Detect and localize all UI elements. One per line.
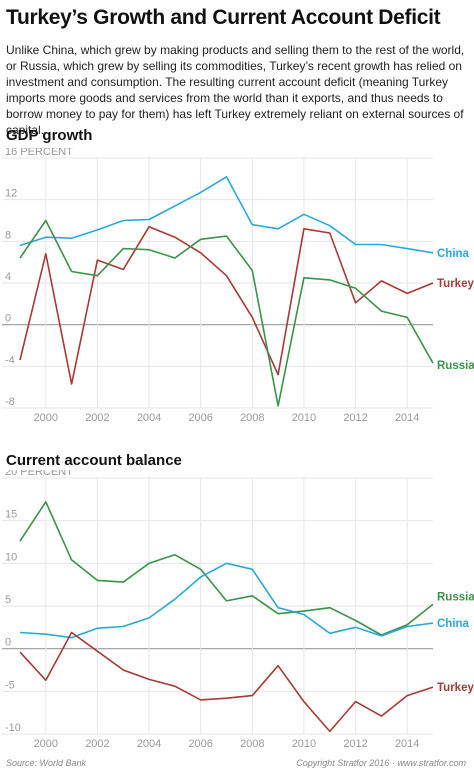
- x-tick-label: 2006: [188, 738, 212, 750]
- x-tick-label: 2012: [343, 738, 367, 750]
- y-tick-label: 8: [5, 229, 11, 241]
- y-tick-label: -4: [5, 354, 15, 366]
- source-note: Source: World Bank: [6, 758, 87, 768]
- current-account-heading: Current account balance: [6, 452, 182, 469]
- current-account-chart: -10 -5 0 5 10 15 20 PERCENT 2000 2002 2004 2006 200…: [2, 470, 474, 750]
- x-tick-label: 2010: [292, 738, 316, 750]
- y-tick-label: 16 PERCENT: [5, 148, 73, 158]
- x-tick-label: 2006: [188, 412, 212, 424]
- y-tick-label: -5: [5, 679, 15, 691]
- china-series-line: [19, 175, 434, 254]
- x-tick-label: 2008: [240, 738, 264, 750]
- intro-paragraph: Unlike China, which grew by making produ…: [6, 43, 465, 137]
- gdp-growth-heading: GDP growth: [6, 127, 93, 144]
- x-tick-label: 2008: [240, 412, 264, 424]
- y-tick-label: 5: [5, 594, 11, 606]
- y-tick-label: 12: [5, 188, 17, 200]
- x-tick-label: 2000: [34, 738, 58, 750]
- x-tick-label: 2000: [34, 412, 58, 424]
- russia-series-line: [19, 219, 434, 407]
- y-tick-label: 0: [5, 313, 11, 325]
- x-tick-label: 2014: [395, 412, 419, 424]
- turkey-series-label: Turkey: [437, 682, 474, 694]
- y-tick-label: 15: [5, 509, 17, 521]
- russia-series-label: Russia: [437, 360, 474, 372]
- turkey-series-label: Turkey: [437, 278, 474, 290]
- y-tick-label: 20 PERCENT: [5, 470, 73, 478]
- x-tick-label: 2002: [85, 412, 109, 424]
- turkey-series-line: [19, 631, 434, 733]
- china-series-label: China: [437, 248, 470, 260]
- x-tick-label: 2004: [137, 738, 161, 750]
- copyright-note: Copyright Stratfor 2016 · www.stratfor.c…: [296, 758, 466, 768]
- x-tick-label: 2014: [395, 738, 419, 750]
- x-tick-label: 2010: [292, 412, 316, 424]
- china-series-label: China: [437, 618, 470, 630]
- y-tick-label: 0: [5, 637, 11, 649]
- x-tick-label: 2012: [343, 412, 367, 424]
- turkey-series-line: [19, 225, 434, 385]
- russia-series-label: Russia: [437, 591, 474, 603]
- y-tick-label: 4: [5, 271, 11, 283]
- y-tick-label: 10: [5, 551, 17, 563]
- y-tick-label: -8: [5, 396, 15, 408]
- y-tick-label: -10: [5, 722, 21, 734]
- x-tick-label: 2002: [85, 738, 109, 750]
- russia-series-line: [19, 501, 434, 636]
- gdp-growth-chart: -8 -4 0 4 8 12 16 PERCENT 2000 2002 2004 2006 2008 2…: [2, 148, 474, 424]
- china-series-line: [19, 562, 434, 639]
- x-tick-label: 2004: [137, 412, 161, 424]
- chart-title: Turkey’s Growth and Current Account Defi…: [6, 6, 441, 29]
